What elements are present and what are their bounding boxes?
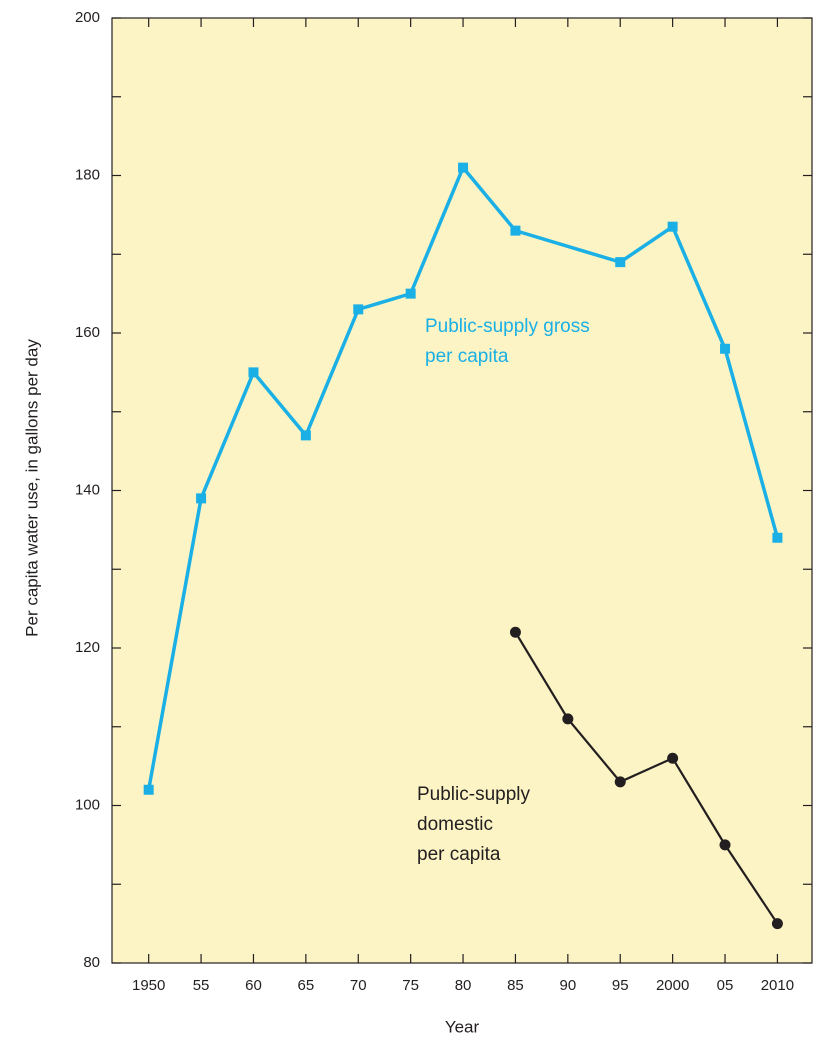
marker [667,221,678,232]
marker [353,304,364,315]
marker [667,752,679,764]
marker [248,367,259,378]
x-tick-label: 70 [350,977,367,994]
x-tick-label: 90 [559,977,576,994]
marker [510,225,521,236]
marker [458,162,469,173]
x-tick-label: 55 [193,977,210,994]
y-tick-label: 80 [83,954,100,971]
marker [143,784,154,795]
marker [615,257,626,268]
marker [772,532,783,543]
x-tick-label: 75 [402,977,419,994]
x-tick-label: 2010 [761,977,794,994]
y-tick-label: 120 [75,639,100,656]
marker [719,839,731,851]
y-tick-label: 180 [75,166,100,183]
marker [614,776,626,788]
plot-background [111,17,813,964]
marker [771,918,783,930]
x-tick-label: 60 [245,977,262,994]
annotation: per capita [425,346,509,367]
marker [509,626,521,638]
annotation: Public-supply [417,784,530,805]
marker [196,493,207,504]
x-tick-label: 05 [717,977,734,994]
annotation: per capita [417,844,501,865]
series-line [146,164,780,791]
marker [720,343,731,354]
x-axis-label: Year [445,1017,480,1036]
annotation: Public-supply gross [425,316,590,337]
marker [405,288,416,299]
y-tick-label: 160 [75,324,100,341]
x-tick-label: 80 [455,977,472,994]
y-tick-label: 200 [75,9,100,26]
marker [562,713,574,725]
x-tick-label: 85 [507,977,524,994]
x-tick-label: 1950 [132,977,165,994]
annotation: domestic [417,814,493,835]
x-tick-label: 65 [298,977,315,994]
x-tick-label: 95 [612,977,629,994]
y-tick-label: 140 [75,481,100,498]
series-line [514,631,779,925]
marker [300,430,311,441]
x-tick-label: 2000 [656,977,689,994]
y-axis-label: Per capita water use, in gallons per day [22,339,41,637]
y-tick-label: 100 [75,796,100,813]
